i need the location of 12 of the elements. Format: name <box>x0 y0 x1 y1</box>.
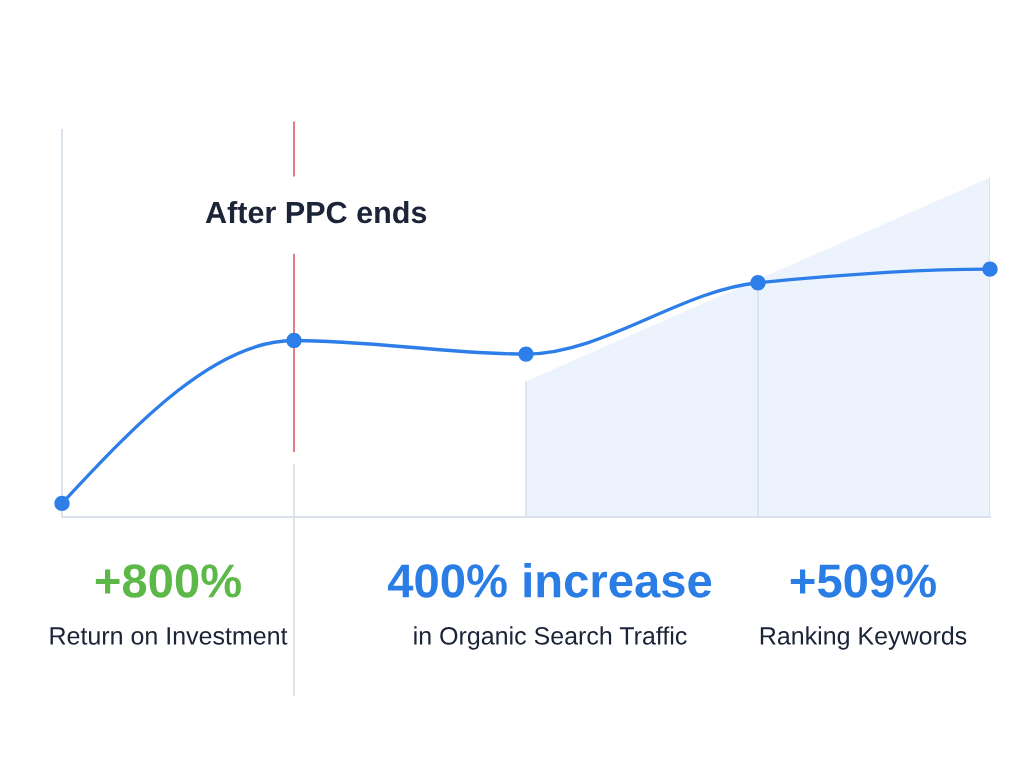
text: +509% <box>790 564 936 598</box>
text: Ranking Keywords <box>760 626 967 650</box>
annotation: After PPC ends <box>205 200 427 224</box>
text: +800% <box>95 564 241 598</box>
point <box>286 332 302 349</box>
text: Return on Investment <box>50 627 288 645</box>
text: in Organic Search Traffic <box>414 626 687 650</box>
point <box>750 275 766 291</box>
point <box>54 495 70 512</box>
point <box>518 346 534 362</box>
text: 400% increase <box>387 562 712 598</box>
point <box>982 261 998 277</box>
